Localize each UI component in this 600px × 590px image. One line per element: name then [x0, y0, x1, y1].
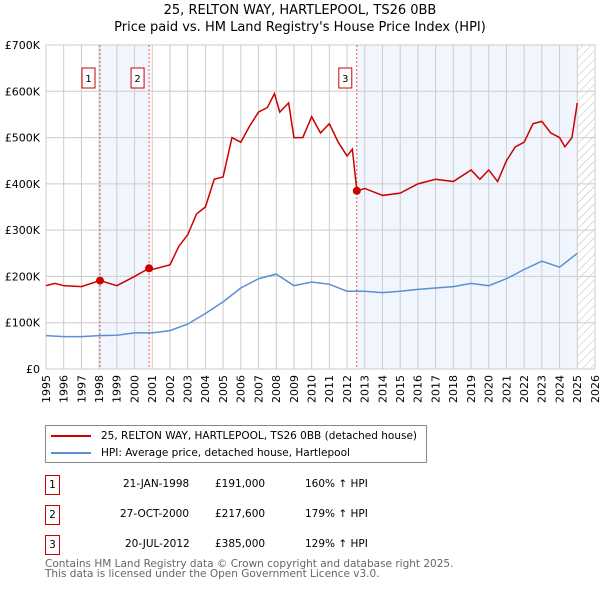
sale-row: 1 21-JAN-1998 £191,000 160% ↑ HPI	[45, 475, 465, 495]
sale-price: £385,000	[215, 538, 266, 550]
legend-swatch-property	[51, 435, 91, 437]
sale-date: 27-OCT-2000	[120, 508, 189, 520]
x-tick-label: 2017	[429, 375, 442, 403]
sale-period-shade	[356, 45, 578, 369]
sale-price: £217,600	[215, 508, 266, 520]
x-tick-label: 1995	[40, 375, 53, 403]
sale-price: £191,000	[215, 478, 266, 490]
x-tick-label: 2009	[288, 375, 301, 403]
footer-line: Contains HM Land Registry data © Crown c…	[45, 558, 454, 570]
y-tick-label: £100K	[5, 317, 41, 330]
x-tick-label: 2000	[128, 375, 141, 403]
plot-frame	[45, 44, 596, 370]
x-tick-label: 2006	[235, 375, 248, 403]
sale-marker-box	[81, 67, 96, 89]
y-tick-label: £300K	[5, 224, 41, 237]
x-tick-label: 2011	[323, 375, 336, 403]
x-tick-label: 2026	[589, 375, 600, 403]
x-tick-label: 1996	[58, 375, 71, 403]
sale-row: 3 20-JUL-2012 £385,000 129% ↑ HPI	[45, 535, 465, 555]
y-tick-label: £0	[26, 363, 40, 376]
x-tick-label: 1999	[111, 375, 124, 403]
sale-point	[145, 264, 154, 273]
x-tick-label: 2024	[553, 375, 566, 403]
chart-subtitle: Price paid vs. HM Land Registry's House …	[114, 20, 486, 35]
sale-hpi: 179% ↑ HPI	[305, 508, 368, 520]
x-tick-label: 2005	[217, 375, 230, 403]
x-tick-label: 2008	[270, 375, 283, 403]
y-tick-label: £700K	[5, 39, 41, 52]
y-tick-label: £600K	[5, 85, 41, 98]
x-tick-label: 2007	[252, 375, 265, 403]
legend-swatch-hpi	[51, 452, 91, 454]
x-tick-label: 2016	[412, 375, 425, 403]
x-tick-label: 1998	[93, 375, 106, 403]
sale-marker-label: 2	[45, 505, 60, 525]
sale-marker-number: 3	[342, 74, 348, 85]
hpi-line	[45, 252, 578, 338]
sale-point	[96, 276, 105, 285]
x-tick-label: 2019	[465, 375, 478, 403]
x-tick-label: 2003	[182, 375, 195, 403]
y-tick-label: £500K	[5, 132, 41, 145]
x-tick-label: 2013	[359, 375, 372, 403]
forecast-hatch	[577, 45, 595, 369]
x-tick-label: 2002	[164, 375, 177, 403]
sale-marker-number: 1	[85, 74, 91, 85]
y-tick-label: £200K	[5, 270, 41, 283]
y-tick-label: £400K	[5, 178, 41, 191]
sale-hpi: 160% ↑ HPI	[305, 478, 368, 490]
x-tick-label: 2001	[146, 375, 159, 403]
sale-hpi: 129% ↑ HPI	[305, 538, 368, 550]
legend-label-hpi: HPI: Average price, detached house, Hart…	[101, 447, 350, 459]
sale-marker-box	[130, 67, 145, 89]
sale-date: 21-JAN-1998	[123, 478, 190, 490]
x-tick-label: 2022	[518, 375, 531, 403]
sale-marker-number: 2	[134, 74, 140, 85]
sale-date: 20-JUL-2012	[125, 538, 190, 550]
sale-marker-box	[338, 67, 353, 89]
x-tick-label: 2020	[483, 375, 496, 403]
x-tick-label: 1997	[75, 375, 88, 403]
footer: Contains HM Land Registry data © Crown c…	[45, 558, 454, 580]
x-tick-label: 2010	[305, 375, 318, 403]
property-price-line	[45, 91, 579, 288]
x-tick-label: 2025	[571, 375, 584, 403]
x-tick-label: 2004	[199, 375, 212, 403]
sale-period-shade	[100, 45, 150, 369]
sale-point	[352, 186, 361, 195]
x-tick-label: 2023	[536, 375, 549, 403]
x-tick-label: 2018	[447, 375, 460, 403]
chart-title: 25, RELTON WAY, HARTLEPOOL, TS26 0BB	[163, 3, 437, 18]
sale-marker-label: 1	[45, 475, 60, 495]
sale-marker-label: 3	[45, 535, 60, 555]
legend: 25, RELTON WAY, HARTLEPOOL, TS26 0BB (de…	[45, 425, 427, 463]
x-tick-label: 2012	[341, 375, 354, 403]
sale-row: 2 27-OCT-2000 £217,600 179% ↑ HPI	[45, 505, 465, 525]
x-tick-label: 2021	[500, 375, 513, 403]
x-tick-label: 2014	[376, 375, 389, 403]
plot-area: 1995 1996 1997 1998 1999 2000 2001 2002 2003 2004…	[5, 39, 600, 403]
x-tick-label: 2015	[394, 375, 407, 403]
footer-line: This data is licensed under the Open Gov…	[45, 568, 380, 580]
legend-label-property: 25, RELTON WAY, HARTLEPOOL, TS26 0BB (de…	[101, 430, 418, 442]
